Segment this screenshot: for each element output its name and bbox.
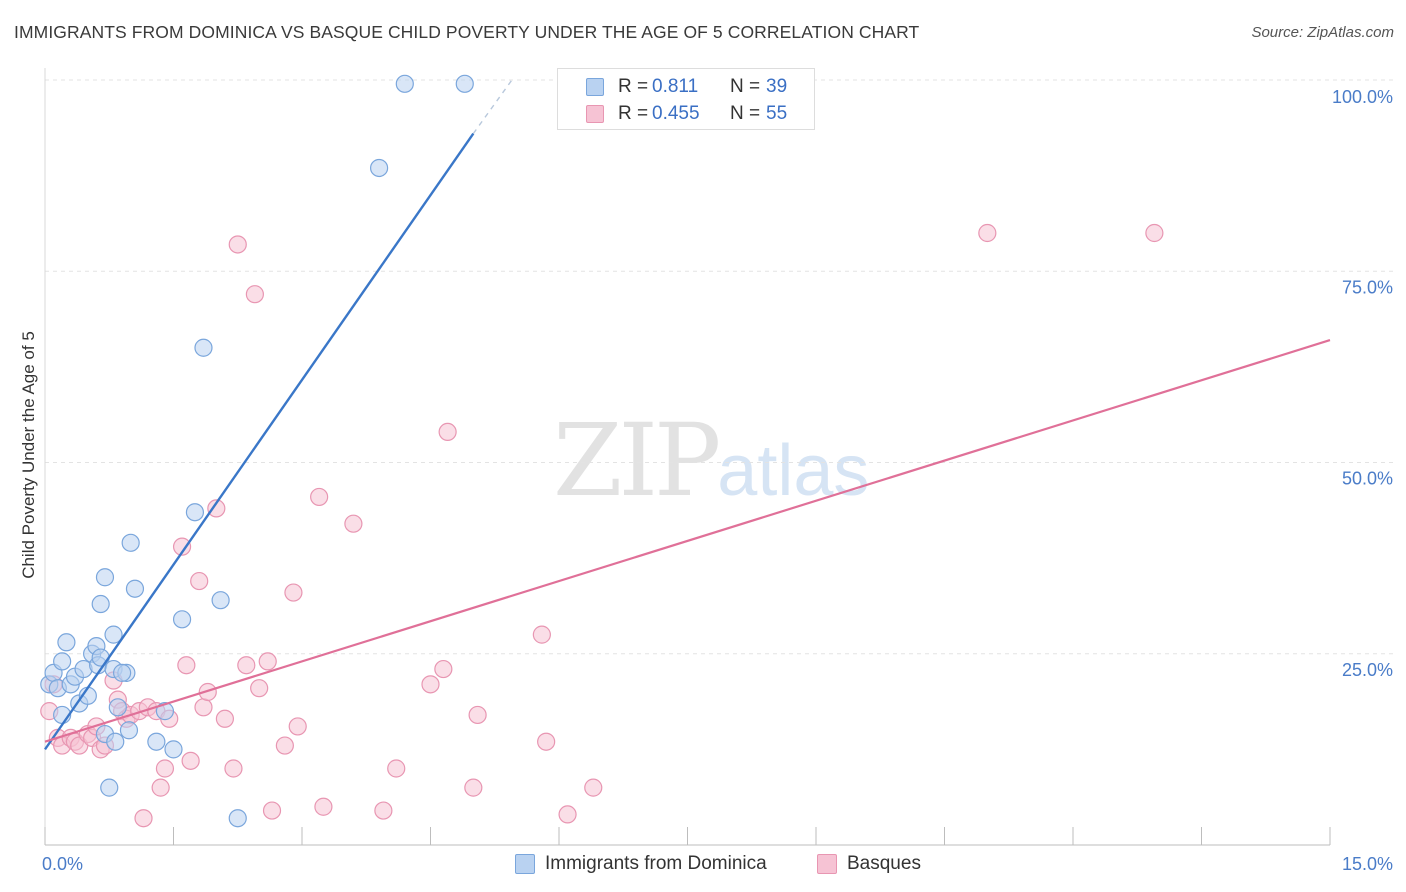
dominica-trend-line xyxy=(44,132,475,751)
y-tick-label: 25.0% xyxy=(1342,660,1393,680)
basques-point xyxy=(215,709,234,728)
basques-point xyxy=(262,801,282,820)
basques-point xyxy=(374,801,393,820)
basques-point xyxy=(532,625,551,644)
y-tick-label: 100.0% xyxy=(1332,87,1393,107)
trend-lines xyxy=(44,79,1331,751)
basques-point xyxy=(224,759,243,778)
basques-point xyxy=(245,285,264,304)
basques-point xyxy=(438,422,457,441)
watermark: ZIPatlas xyxy=(553,402,869,519)
dominica-point xyxy=(155,702,175,721)
legend-n-value: 55 xyxy=(766,103,788,124)
dominica-point xyxy=(100,778,119,797)
dominica-point xyxy=(370,158,389,178)
dominica-points xyxy=(40,74,474,828)
basques-point xyxy=(344,514,363,533)
dominica-point xyxy=(185,503,205,522)
basques-point xyxy=(464,778,483,797)
watermark-zip: ZIP xyxy=(553,402,721,519)
grid-lines xyxy=(45,79,1395,655)
dominica-point xyxy=(164,740,183,759)
tick-labels: 25.0% 50.0% 75.0% 100.0% 0.0% 15.0% xyxy=(42,87,1393,874)
basques-point xyxy=(275,736,294,755)
dominica-point xyxy=(125,579,145,598)
basques-point xyxy=(1145,223,1164,243)
basques-point xyxy=(558,805,577,824)
dominica-point xyxy=(211,591,230,610)
dominica-point xyxy=(95,568,115,587)
dominica-point xyxy=(147,732,166,751)
basques-point xyxy=(314,797,333,816)
legend-swatch-blue xyxy=(586,78,604,96)
legend-n-value: 39 xyxy=(766,76,788,97)
legend-n-label: N = xyxy=(730,103,761,124)
basques-point xyxy=(434,659,453,679)
basques-point xyxy=(134,809,153,828)
legend-r-label: R = xyxy=(618,103,649,124)
legend-r-value: 0.455 xyxy=(652,103,700,124)
y-axis-label: Child Poverty Under the Age of 5 xyxy=(19,331,38,579)
basques-point xyxy=(284,583,303,602)
basques-point xyxy=(310,487,329,507)
basques-point xyxy=(584,778,603,797)
basques-point xyxy=(421,675,440,694)
dominica-point xyxy=(106,732,125,751)
y-tick-label: 75.0% xyxy=(1342,277,1393,297)
dominica-point xyxy=(119,721,139,740)
dominica-point xyxy=(108,698,127,717)
dominica-trend-extension xyxy=(472,79,513,134)
legend-r-label: R = xyxy=(618,76,649,97)
basques-point xyxy=(288,717,307,736)
basques-points xyxy=(40,223,1164,828)
basques-point xyxy=(250,679,269,698)
basques-point xyxy=(207,499,226,518)
basques-point xyxy=(190,571,209,591)
legend-n-label: N = xyxy=(730,76,761,97)
legend-swatch-pink xyxy=(586,105,604,123)
basques-point xyxy=(978,223,997,243)
x-tick-label: 15.0% xyxy=(1342,854,1393,874)
dominica-point xyxy=(194,338,213,357)
legend-swatch-blue xyxy=(515,854,535,874)
legend-row-dominica: R = 0.811 N = 39 xyxy=(558,73,814,101)
dominica-point xyxy=(172,610,192,629)
series-legend: Immigrants from Dominica Basques xyxy=(0,852,1406,878)
chart-title: IMMIGRANTS FROM DOMINICA VS BASQUE CHILD… xyxy=(14,22,920,42)
axes xyxy=(44,68,1331,846)
basques-point xyxy=(194,698,213,717)
dominica-point xyxy=(104,625,123,644)
basques-point xyxy=(172,537,192,556)
legend-label-basques: Basques xyxy=(847,853,921,874)
correlation-legend: R = 0.811 N = 39 R = 0.455 N = 55 xyxy=(557,68,815,130)
dominica-point xyxy=(91,594,110,614)
x-tick-label: 0.0% xyxy=(42,854,83,874)
dominica-point xyxy=(112,663,132,682)
y-tick-label: 50.0% xyxy=(1342,469,1393,489)
dominica-point xyxy=(455,74,474,93)
legend-swatch-pink xyxy=(817,854,837,874)
dominica-point xyxy=(53,652,72,671)
basques-point xyxy=(237,656,256,675)
dominica-point xyxy=(57,633,76,652)
basques-point xyxy=(181,751,200,770)
legend-row-basques: R = 0.455 N = 55 xyxy=(558,100,814,128)
legend-r-value: 0.811 xyxy=(652,76,699,97)
dominica-point xyxy=(121,533,140,552)
basques-point xyxy=(155,759,175,778)
dominica-point xyxy=(395,74,414,93)
basques-point xyxy=(228,235,247,254)
dominica-point xyxy=(228,809,247,828)
basques-point xyxy=(468,705,487,725)
basques-point xyxy=(151,778,170,797)
basques-point xyxy=(258,652,277,671)
legend-label-dominica: Immigrants from Dominica xyxy=(545,853,767,874)
basques-point xyxy=(537,732,556,751)
basques-point xyxy=(387,759,406,778)
basques-point xyxy=(177,656,196,675)
basques-trend-line xyxy=(44,339,1331,743)
watermark-atlas: atlas xyxy=(717,431,870,511)
source-label: Source: ZipAtlas.com xyxy=(1251,24,1394,41)
